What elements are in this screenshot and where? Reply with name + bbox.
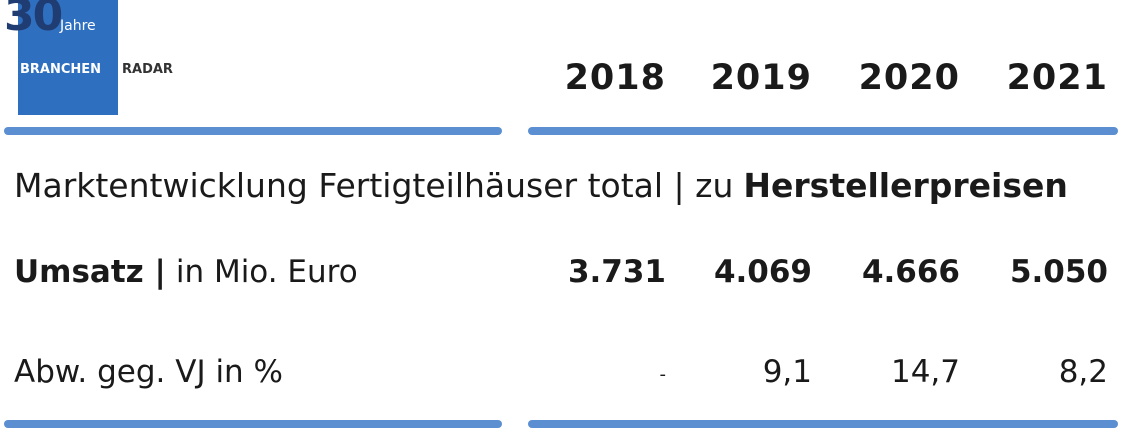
row-label: Umsatz | in Mio. Euro [14,254,358,290]
divider [528,127,1118,135]
cell: - [659,364,667,385]
cell: 14,7 [890,354,960,390]
cell: 3.731 [567,254,666,290]
divider [4,420,502,428]
logo-brand: RADAR [122,62,173,77]
cell: 9,1 [762,354,812,390]
cell: 4.069 [713,254,812,290]
year-header: 2018 [564,58,666,98]
cell: 8,2 [1058,354,1108,390]
label-text: in Mio. Euro [175,254,358,290]
year-header: 2020 [858,58,960,98]
row-label: Abw. geg. VJ in % [14,354,284,390]
year-header: 2019 [710,58,812,98]
logo-number: 30 [4,0,63,41]
divider [4,127,502,135]
logo-tag: Jahre [60,18,96,34]
cell: 5.050 [1009,254,1108,290]
label-bold: Umsatz | [14,254,166,290]
title-text: Marktentwicklung Fertigteilhäuser total … [14,166,734,205]
year-header: 2021 [1006,58,1108,98]
section-title: Marktentwicklung Fertigteilhäuser total … [14,166,1068,205]
cell: 4.666 [861,254,960,290]
logo-brand: BRANCHEN [20,62,102,77]
divider [528,420,1118,428]
title-bold: Herstellerpreisen [743,166,1068,205]
logo-box [18,0,118,115]
